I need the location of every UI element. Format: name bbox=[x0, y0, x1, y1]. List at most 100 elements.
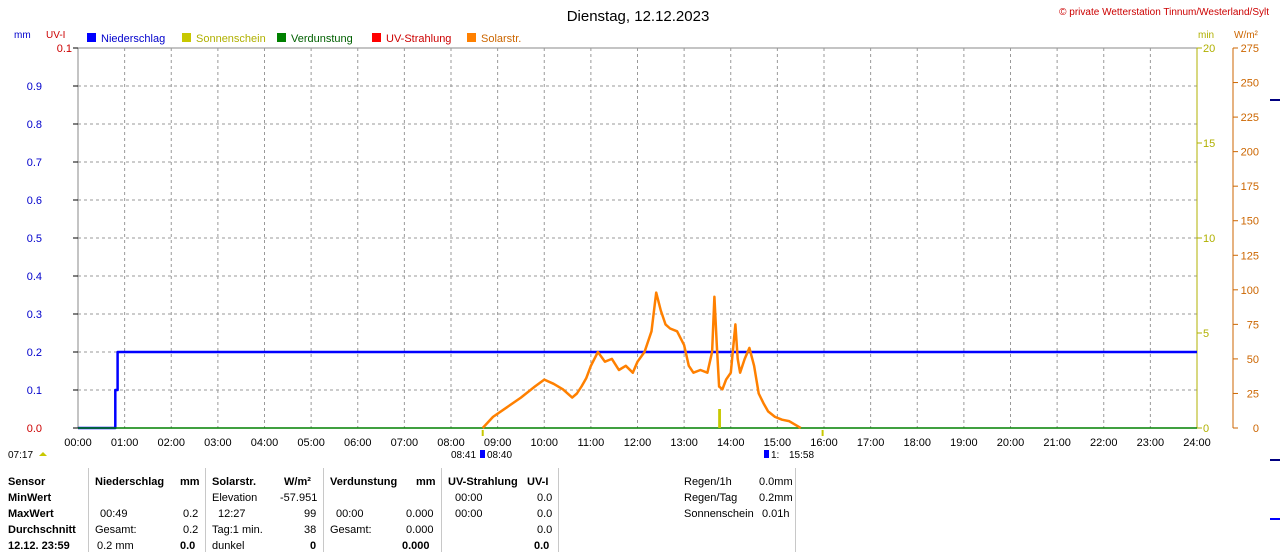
left-top-label: 0.1 bbox=[57, 43, 72, 55]
table-divider bbox=[558, 468, 559, 552]
sensor-header: Sensor bbox=[8, 476, 46, 488]
verdunstung-total-value: 0.000 bbox=[406, 524, 434, 536]
right-min-tick-label: 15 bbox=[1203, 138, 1215, 150]
right-wm2-tick-label: 25 bbox=[1247, 388, 1259, 400]
marker-time-label: 1: bbox=[771, 450, 779, 461]
verdunstung-max-value: 0.000 bbox=[406, 508, 434, 520]
niederschlag-unit: mm bbox=[180, 476, 200, 488]
legend-label-verdunstung: Verdunstung bbox=[291, 33, 353, 45]
right-min-tick-label: 0 bbox=[1203, 423, 1209, 435]
right-wm2-tick-label: 125 bbox=[1241, 250, 1259, 262]
left-tick-label: 0.4 bbox=[27, 271, 42, 283]
x-tick-label: 12:00 bbox=[624, 437, 652, 449]
table-divider bbox=[205, 468, 206, 552]
marker-time-label: 07:17 bbox=[8, 450, 33, 461]
x-tick-label: 18:00 bbox=[903, 437, 931, 449]
right-min-tick-label: 10 bbox=[1203, 233, 1215, 245]
unit-mm-label: mm bbox=[14, 30, 31, 41]
chart-title: Dienstag, 12.12.2023 bbox=[567, 8, 710, 25]
series-solarstr--line bbox=[481, 291, 802, 430]
left-tick-label: 0.1 bbox=[27, 385, 42, 397]
x-tick-label: 07:00 bbox=[391, 437, 419, 449]
series bbox=[78, 291, 1197, 430]
sensor-row-date: 12.12. 23:59 bbox=[8, 540, 70, 552]
uv-min-value: 0.0 bbox=[537, 492, 553, 504]
bottom-markers: 07:17 08:41 08:40 1: 15:58 bbox=[8, 99, 1280, 461]
table-divider bbox=[88, 468, 89, 552]
marker-time-label: 08:40 bbox=[487, 450, 512, 461]
left-tick-label: 0.3 bbox=[27, 309, 42, 321]
x-tick-label: 10:00 bbox=[530, 437, 558, 449]
left-tick-label: 0.7 bbox=[27, 157, 42, 169]
left-tick-label: 0.5 bbox=[27, 233, 42, 245]
legend-swatch-uv bbox=[372, 33, 381, 42]
legend-swatch-sonnenschein bbox=[182, 33, 191, 42]
verdunstung-total-label: Gesamt: bbox=[330, 524, 372, 536]
table-divider bbox=[795, 468, 796, 552]
left-tick-label: 0.9 bbox=[27, 81, 42, 93]
legend-swatch-niederschlag bbox=[87, 33, 96, 42]
right-wm2-tick-label: 75 bbox=[1247, 319, 1259, 331]
summary-label: Sonnenschein bbox=[684, 508, 754, 520]
weather-chart: Dienstag, 12.12.2023 © private Wettersta… bbox=[8, 7, 1280, 461]
uv-avg-value: 0.0 bbox=[537, 524, 553, 536]
marker-square bbox=[480, 450, 485, 458]
unit-uvi-label: UV-I bbox=[46, 30, 65, 41]
x-tick-label: 15:00 bbox=[764, 437, 792, 449]
niederschlag-max-time: 00:49 bbox=[100, 508, 128, 520]
x-tick-label: 01:00 bbox=[111, 437, 139, 449]
x-tick-label: 09:00 bbox=[484, 437, 512, 449]
verdunstung-current-value: 0.000 bbox=[402, 540, 430, 552]
right-wm2-tick-label: 150 bbox=[1241, 216, 1259, 228]
verdunstung-max-time: 00:00 bbox=[336, 508, 364, 520]
right-wm2-tick-label: 200 bbox=[1241, 147, 1259, 159]
left-tick-label: 0.0 bbox=[27, 423, 42, 435]
unit-wm2-label: W/m² bbox=[1234, 30, 1259, 41]
x-tick-label: 03:00 bbox=[204, 437, 232, 449]
solar-min-value: -57.951 bbox=[280, 492, 318, 504]
marker-square bbox=[764, 450, 769, 458]
legend-label-solar: Solarstr. bbox=[481, 33, 521, 45]
solar-avg-value: 38 bbox=[304, 524, 317, 536]
axes: 00:00 01:00 02:00 03:00 04:00 05:00 06:00 07:00… bbox=[27, 43, 1259, 449]
summary-label: Regen/1h bbox=[684, 476, 732, 488]
uv-header: UV-Strahlung bbox=[448, 476, 518, 488]
right-min-tick-label: 5 bbox=[1203, 328, 1209, 340]
marker-time-label: 15:58 bbox=[789, 450, 814, 461]
x-tick-label: 13:00 bbox=[670, 437, 698, 449]
right-min-tick-label: 20 bbox=[1203, 43, 1215, 55]
legend-label-sonnenschein: Sonnenschein bbox=[196, 33, 266, 45]
summary-value: 0.0mm bbox=[759, 476, 793, 488]
solar-current-label: dunkel bbox=[212, 540, 245, 552]
x-tick-label: 19:00 bbox=[950, 437, 978, 449]
solar-unit: W/m² bbox=[284, 476, 311, 488]
solar-max-time: 12:27 bbox=[218, 508, 246, 520]
legend-swatch-verdunstung bbox=[277, 33, 286, 42]
unit-min-label: min bbox=[1198, 30, 1214, 41]
legend-swatch-solar bbox=[467, 33, 476, 42]
marker-time-label: 08:41 bbox=[451, 450, 476, 461]
x-tick-label: 02:00 bbox=[157, 437, 185, 449]
table-divider bbox=[441, 468, 442, 552]
sensor-row-max: MaxWert bbox=[8, 508, 54, 520]
verdunstung-unit: mm bbox=[416, 476, 436, 488]
x-tick-label: 17:00 bbox=[857, 437, 885, 449]
solar-max-value: 99 bbox=[304, 508, 317, 520]
sensor-row-avg: Durchschnitt bbox=[8, 524, 76, 536]
uv-max-time: 00:00 bbox=[455, 508, 483, 520]
legend: Niederschlag Sonnenschein Verdunstung UV… bbox=[87, 33, 521, 45]
niederschlag-current-label: 0.2 mm bbox=[97, 540, 134, 552]
sensor-row-min: MinWert bbox=[8, 492, 52, 504]
x-tick-label: 24:00 bbox=[1183, 437, 1211, 449]
solar-avg-label: Tag:1 min. bbox=[212, 524, 263, 536]
uv-max-value: 0.0 bbox=[537, 508, 553, 520]
summary-value: 0.01h bbox=[762, 508, 790, 520]
niederschlag-header: Niederschlag bbox=[95, 476, 165, 488]
uv-unit: UV-I bbox=[527, 476, 549, 488]
left-tick-label: 0.2 bbox=[27, 347, 42, 359]
right-wm2-tick-label: 275 bbox=[1241, 43, 1259, 55]
niederschlag-total-value: 0.2 bbox=[183, 524, 199, 536]
table-divider bbox=[323, 468, 324, 552]
niederschlag-max-value: 0.2 bbox=[183, 508, 199, 520]
right-wm2-tick-label: 250 bbox=[1241, 78, 1259, 90]
